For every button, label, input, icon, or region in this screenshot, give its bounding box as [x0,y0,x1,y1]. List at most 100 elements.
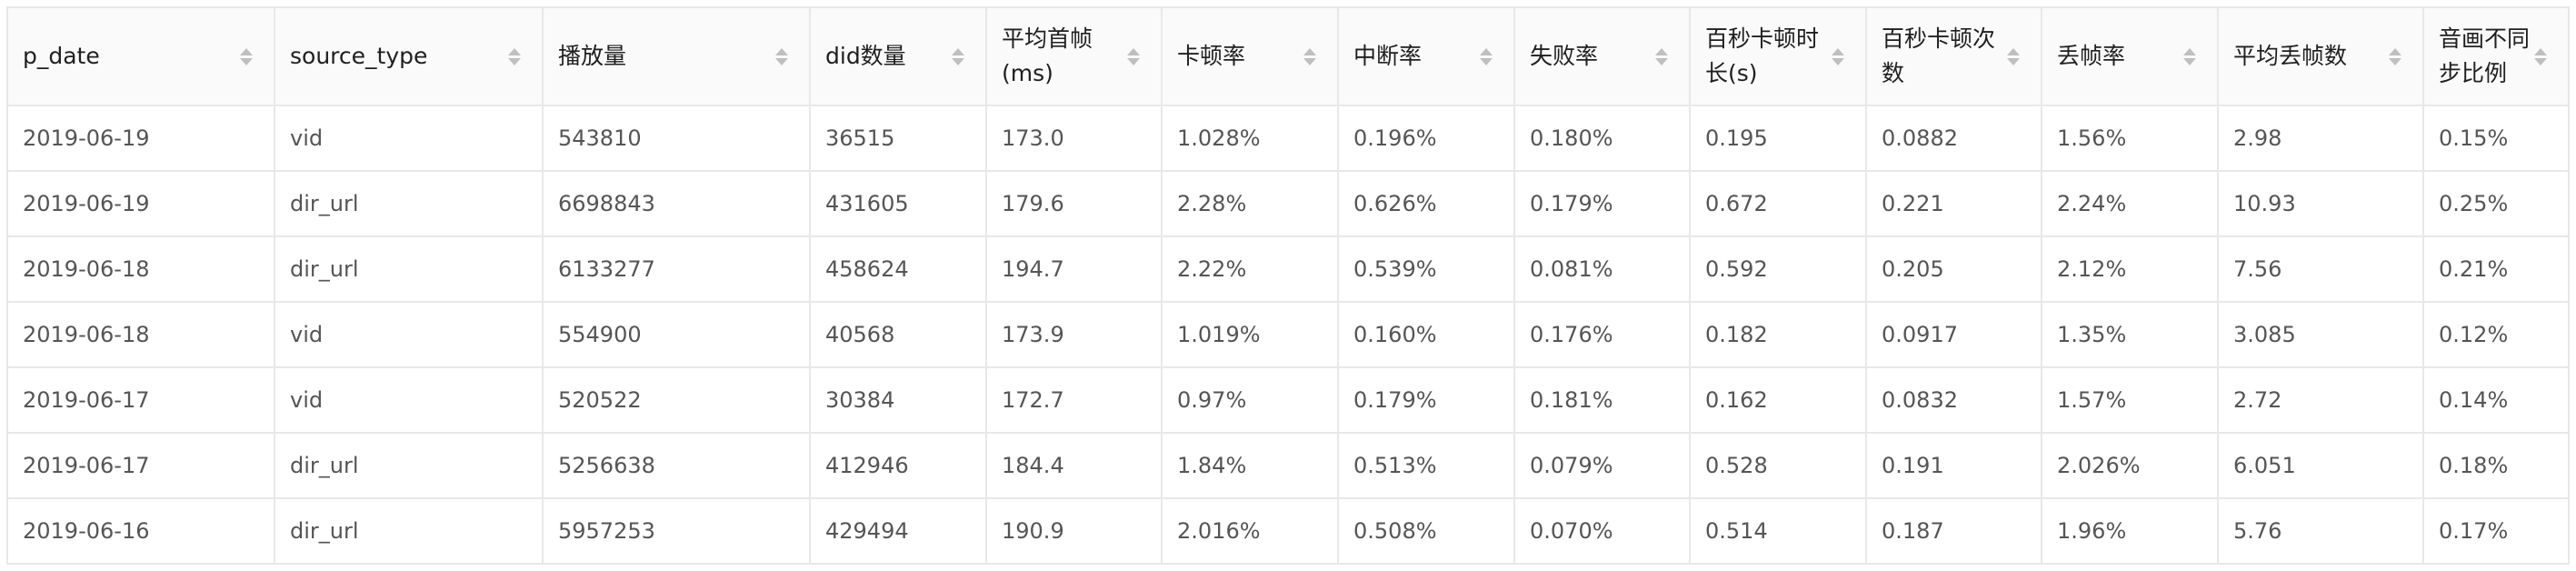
sort-descending-icon[interactable] [1480,57,1493,65]
sort-descending-icon[interactable] [2389,57,2401,65]
column-header-inner: p_date [23,39,273,74]
cell-interrupt-rate: 0.539% [1337,235,1515,303]
column-header-label: 失败率 [1530,43,1599,69]
sort-descending-icon[interactable] [1303,57,1316,65]
sort-ascending-icon[interactable] [1303,47,1316,55]
cell-av-desync-ratio: 0.17% [2422,497,2570,565]
sort-icon[interactable] [1831,47,1845,65]
sort-ascending-icon[interactable] [1655,47,1668,55]
cell-fail-rate: 0.179% [1513,170,1691,237]
cell-p-date: 2019-06-19 [6,170,275,237]
column-header-frame-drop-rate[interactable]: 丢帧率 [2041,6,2219,106]
sort-descending-icon[interactable] [952,57,964,65]
table-row: 2019-06-17 dir_url 5256638 412946 184.4 1.84%… [6,432,2570,499]
sort-descending-icon[interactable] [1655,57,1668,65]
sort-descending-icon[interactable] [2534,57,2547,65]
sort-ascending-icon[interactable] [240,47,253,55]
table-row: 2019-06-19 vid 543810 36515 173.0 1.028% 0.196… [6,105,2570,172]
column-header-interrupt-rate[interactable]: 中断率 [1337,6,1515,106]
cell-source-type: dir_url [274,432,544,499]
column-header-av-desync-ratio[interactable]: 音画不同步比例 [2422,6,2570,106]
column-header-fail-rate[interactable]: 失败率 [1513,6,1691,106]
cell-did-count: 36515 [809,105,987,172]
cell-play-count: 5256638 [542,432,811,499]
column-header-p-date[interactable]: p_date [6,6,275,106]
sort-ascending-icon[interactable] [1480,47,1493,55]
sort-descending-icon[interactable] [775,57,788,65]
cell-play-count: 6133277 [542,235,811,303]
sort-descending-icon[interactable] [1832,57,1844,65]
cell-avg-frame-drops: 7.56 [2217,235,2424,303]
cell-fail-rate: 0.180% [1513,105,1691,172]
cell-stall-duration-per100s: 0.182 [1689,301,1867,368]
sort-descending-icon[interactable] [508,57,521,65]
cell-stall-count-per100s: 0.0832 [1865,366,2042,434]
sort-descending-icon[interactable] [2183,57,2196,65]
sort-ascending-icon[interactable] [2007,47,2020,55]
sort-icon[interactable] [774,47,789,65]
cell-interrupt-rate: 0.508% [1337,497,1515,565]
cell-play-count: 6698843 [542,170,811,237]
cell-avg-first-frame: 172.7 [985,366,1163,434]
column-header-inner: 平均丢帧数 [2233,39,2421,74]
cell-avg-first-frame: 184.4 [985,432,1163,499]
column-header-avg-frame-drops[interactable]: 平均丢帧数 [2217,6,2424,106]
sort-ascending-icon[interactable] [1127,47,1140,55]
sort-icon[interactable] [1126,47,1141,65]
sort-icon[interactable] [1479,47,1493,65]
cell-stall-rate: 2.28% [1161,170,1339,237]
column-header-source-type[interactable]: source_type [274,6,544,106]
column-header-label: p_date [23,43,100,69]
column-header-stall-rate[interactable]: 卡顿率 [1161,6,1339,106]
sort-icon[interactable] [2388,47,2402,65]
cell-av-desync-ratio: 0.15% [2422,105,2570,172]
cell-p-date: 2019-06-17 [6,432,275,499]
cell-frame-drop-rate: 2.24% [2041,170,2219,237]
column-header-inner: 百秒卡顿时长(s) [1705,22,1864,91]
cell-av-desync-ratio: 0.14% [2422,366,2570,434]
sort-descending-icon[interactable] [240,57,253,65]
cell-stall-count-per100s: 0.191 [1865,432,2042,499]
cell-frame-drop-rate: 1.57% [2041,366,2219,434]
column-header-avg-first-frame[interactable]: 平均首帧(ms) [985,6,1163,106]
column-header-stall-count-per100s[interactable]: 百秒卡顿次数 [1865,6,2042,106]
cell-stall-rate: 2.016% [1161,497,1339,565]
column-header-stall-duration-per100s[interactable]: 百秒卡顿时长(s) [1689,6,1867,106]
sort-icon[interactable] [2006,47,2021,65]
column-header-label: source_type [290,43,428,69]
sort-icon[interactable] [2533,47,2548,65]
sort-ascending-icon[interactable] [1832,47,1844,55]
sort-icon[interactable] [2182,47,2197,65]
column-header-did-count[interactable]: did数量 [809,6,987,106]
column-header-label: 中断率 [1353,43,1423,69]
column-header-inner: did数量 [825,39,984,74]
cell-did-count: 429494 [809,497,987,565]
column-header-play-count[interactable]: 播放量 [542,6,811,106]
sort-ascending-icon[interactable] [2389,47,2401,55]
cell-source-type: vid [274,366,544,434]
table-row: 2019-06-18 vid 554900 40568 173.9 1.019% 0.160… [6,301,2570,368]
cell-did-count: 30384 [809,366,987,434]
sort-icon[interactable] [1654,47,1669,65]
sort-ascending-icon[interactable] [775,47,788,55]
sort-ascending-icon[interactable] [508,47,521,55]
sort-descending-icon[interactable] [1127,57,1140,65]
sort-ascending-icon[interactable] [2534,47,2547,55]
sort-icon[interactable] [507,47,522,65]
sort-icon[interactable] [951,47,965,65]
sort-ascending-icon[interactable] [952,47,964,55]
cell-avg-frame-drops: 3.085 [2217,301,2424,368]
cell-avg-first-frame: 194.7 [985,235,1163,303]
cell-play-count: 543810 [542,105,811,172]
cell-source-type: vid [274,301,544,368]
sort-icon[interactable] [239,47,254,65]
sort-descending-icon[interactable] [2007,57,2020,65]
cell-avg-frame-drops: 10.93 [2217,170,2424,237]
table-row: 2019-06-17 vid 520522 30384 172.7 0.97% 0.179%… [6,366,2570,434]
sort-ascending-icon[interactable] [2183,47,2196,55]
column-header-inner: 卡顿率 [1177,39,1336,74]
cell-play-count: 5957253 [542,497,811,565]
sort-icon[interactable] [1303,47,1317,65]
cell-fail-rate: 0.079% [1513,432,1691,499]
cell-did-count: 412946 [809,432,987,499]
